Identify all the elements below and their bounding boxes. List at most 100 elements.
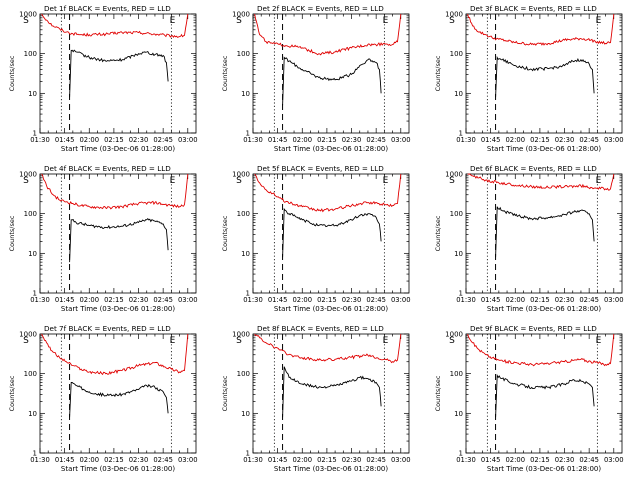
y-tick-label: 100 [24, 50, 37, 58]
panel-title: Det 7f BLACK = Events, RED = LLD [44, 324, 171, 333]
x-tick-label: 02:00 [505, 296, 525, 304]
x-axis-label: Start Time (03-Dec-06 01:28:00) [487, 145, 601, 153]
y-tick-label: 10 [454, 250, 463, 258]
x-tick-label: 02:15 [104, 296, 124, 304]
series-lld-line [254, 13, 402, 56]
y-tick-label: 1 [246, 450, 250, 458]
x-tick-label: 01:30 [243, 296, 263, 304]
y-tick-label: 1 [33, 290, 37, 298]
x-tick-label: 01:45 [481, 136, 501, 144]
y-tick-label: 100 [237, 370, 250, 378]
y-axis-label: Counts/sec [221, 55, 229, 91]
series-events-line [495, 55, 595, 98]
x-axis-label: Start Time (03-Dec-06 01:28:00) [487, 305, 601, 313]
end-marker: E [383, 176, 389, 186]
x-tick-label: 03:00 [604, 296, 624, 304]
panel-title: Det 3f BLACK = Events, RED = LLD [470, 4, 597, 13]
x-tick-label: 02:00 [79, 136, 99, 144]
series-lld-line [467, 333, 615, 367]
panel-title: Det 9f BLACK = Events, RED = LLD [470, 324, 597, 333]
axes-frame [39, 13, 197, 134]
x-tick-label: 02:15 [104, 456, 124, 464]
detector-panel: Det 2f BLACK = Events, RED = LLD 1 10 100 10… [221, 4, 411, 153]
y-tick-label: 1000 [445, 11, 463, 19]
series-lld-line [254, 333, 402, 364]
x-tick-label: 01:45 [268, 296, 288, 304]
x-tick-label: 02:30 [342, 136, 362, 144]
axes-frame [39, 333, 197, 454]
end-marker: E [383, 336, 389, 346]
end-marker: E [596, 16, 602, 26]
series-events-line [282, 207, 382, 258]
panel-title: Det 1f BLACK = Events, RED = LLD [44, 4, 171, 13]
x-tick-label: 02:00 [292, 136, 312, 144]
x-tick-label: 01:30 [243, 456, 263, 464]
end-marker: E [596, 176, 602, 186]
detector-panel: Det 4f BLACK = Events, RED = LLD 1 10 100 10… [8, 164, 198, 313]
x-tick-label: 01:30 [456, 456, 476, 464]
start-marker: S [236, 16, 242, 26]
start-marker: S [23, 336, 29, 346]
y-tick-label: 10 [28, 90, 37, 98]
y-tick-label: 1000 [232, 11, 250, 19]
y-tick-label: 10 [241, 90, 250, 98]
x-tick-label: 01:30 [456, 296, 476, 304]
y-tick-label: 100 [24, 210, 37, 218]
detector-panel: Det 6f BLACK = Events, RED = LLD 1 10 100 10… [434, 164, 624, 313]
x-tick-label: 02:15 [530, 456, 550, 464]
x-tick-label: 02:30 [129, 456, 149, 464]
x-tick-label: 02:15 [317, 136, 337, 144]
series-lld-line [41, 333, 189, 376]
x-tick-label: 03:00 [391, 136, 411, 144]
series-events-line [69, 49, 169, 98]
y-tick-label: 10 [454, 90, 463, 98]
x-tick-label: 02:30 [555, 296, 575, 304]
x-tick-label: 01:30 [243, 136, 263, 144]
series-events-line [282, 56, 382, 106]
x-axis-label: Start Time (03-Dec-06 01:28:00) [487, 465, 601, 473]
panel-title: Det 5f BLACK = Events, RED = LLD [257, 164, 384, 173]
start-marker: S [449, 176, 455, 186]
x-tick-label: 02:00 [505, 136, 525, 144]
x-tick-label: 03:00 [604, 456, 624, 464]
x-tick-label: 02:15 [317, 456, 337, 464]
x-tick-label: 01:45 [55, 456, 75, 464]
y-tick-label: 1000 [445, 171, 463, 179]
x-axis-label: Start Time (03-Dec-06 01:28:00) [274, 145, 388, 153]
x-tick-label: 02:15 [104, 136, 124, 144]
y-tick-label: 10 [28, 410, 37, 418]
series-events-line [69, 218, 169, 263]
detector-panel: Det 9f BLACK = Events, RED = LLD 1 10 100 10… [434, 324, 624, 473]
end-marker: E [170, 176, 176, 186]
x-tick-label: 02:00 [292, 296, 312, 304]
panel-title: Det 6f BLACK = Events, RED = LLD [470, 164, 597, 173]
x-tick-label: 02:30 [342, 296, 362, 304]
x-tick-label: 02:45 [579, 136, 599, 144]
x-tick-label: 01:45 [55, 296, 75, 304]
x-tick-label: 03:00 [391, 456, 411, 464]
x-tick-label: 03:00 [391, 296, 411, 304]
x-axis-label: Start Time (03-Dec-06 01:28:00) [274, 465, 388, 473]
start-marker: S [23, 176, 29, 186]
x-tick-label: 02:30 [129, 296, 149, 304]
series-lld-line [254, 173, 402, 213]
y-axis-label: Counts/sec [434, 55, 442, 91]
x-tick-label: 02:45 [579, 456, 599, 464]
y-tick-label: 100 [450, 370, 463, 378]
y-tick-label: 1 [459, 290, 463, 298]
y-tick-label: 1 [246, 290, 250, 298]
y-axis-label: Counts/sec [8, 215, 16, 251]
y-tick-label: 1000 [232, 331, 250, 339]
start-marker: S [23, 16, 29, 26]
x-tick-label: 02:45 [579, 296, 599, 304]
x-axis-label: Start Time (03-Dec-06 01:28:00) [274, 305, 388, 313]
x-tick-label: 02:45 [366, 296, 386, 304]
x-tick-label: 01:45 [268, 136, 288, 144]
panel-title: Det 8f BLACK = Events, RED = LLD [257, 324, 384, 333]
axes-frame [39, 173, 197, 294]
series-events-line [495, 206, 595, 258]
x-tick-label: 01:30 [30, 136, 50, 144]
series-events-line [495, 373, 595, 418]
